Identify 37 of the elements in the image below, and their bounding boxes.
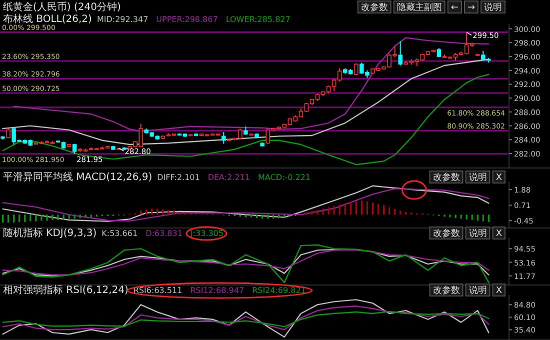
text: 隐藏主副图 bbox=[396, 2, 442, 13]
text: 说明 bbox=[484, 2, 502, 13]
chart-title: 平滑异同平均线 MACD(12,26,9) bbox=[3, 171, 152, 183]
text: ← bbox=[450, 3, 459, 13]
line-series bbox=[2, 310, 490, 328]
text: X bbox=[496, 286, 502, 296]
text: J:33.305 bbox=[189, 229, 224, 238]
candlestick bbox=[6, 128, 10, 139]
text: 说明 bbox=[468, 285, 487, 296]
text: 改参数 bbox=[432, 172, 460, 183]
chart-title: 纸黄金(人民币) (240分钟) bbox=[3, 1, 121, 13]
series-label: RSI6:63.511 bbox=[133, 286, 182, 295]
text: D:63.831 bbox=[146, 229, 182, 238]
chart-title: 随机指标 KDJ(9,3,3) bbox=[3, 227, 97, 239]
text: 改参数 bbox=[360, 2, 388, 13]
text: RSI24:69.821 bbox=[252, 286, 306, 295]
text: X bbox=[496, 229, 502, 239]
text: 说明 bbox=[468, 172, 487, 183]
text: DIFF:2.101 bbox=[157, 173, 200, 182]
text: RSI12:68.947 bbox=[190, 286, 244, 295]
text: 说明 bbox=[468, 228, 487, 239]
line-series bbox=[2, 306, 490, 330]
text: DEA:2.211 bbox=[208, 173, 250, 182]
text: 改参数 bbox=[432, 228, 460, 239]
text: → bbox=[467, 3, 476, 13]
text: MACD:-0.221 bbox=[258, 173, 310, 182]
text: UPPER:298.867 bbox=[156, 15, 218, 24]
chart-title: 相对强弱指标 RSI(6,12,24) bbox=[3, 284, 128, 296]
text: K:53.661 bbox=[102, 229, 138, 238]
text: MID:292.347 bbox=[96, 15, 148, 24]
candlestick bbox=[222, 132, 226, 144]
chart-subtitle: 布林线 BOLL(26,2) bbox=[3, 13, 92, 25]
text: LOWER:285.827 bbox=[226, 15, 290, 24]
text: 改参数 bbox=[432, 285, 460, 296]
candlestick bbox=[398, 40, 402, 66]
line-series bbox=[2, 299, 490, 338]
text: X bbox=[496, 173, 502, 183]
